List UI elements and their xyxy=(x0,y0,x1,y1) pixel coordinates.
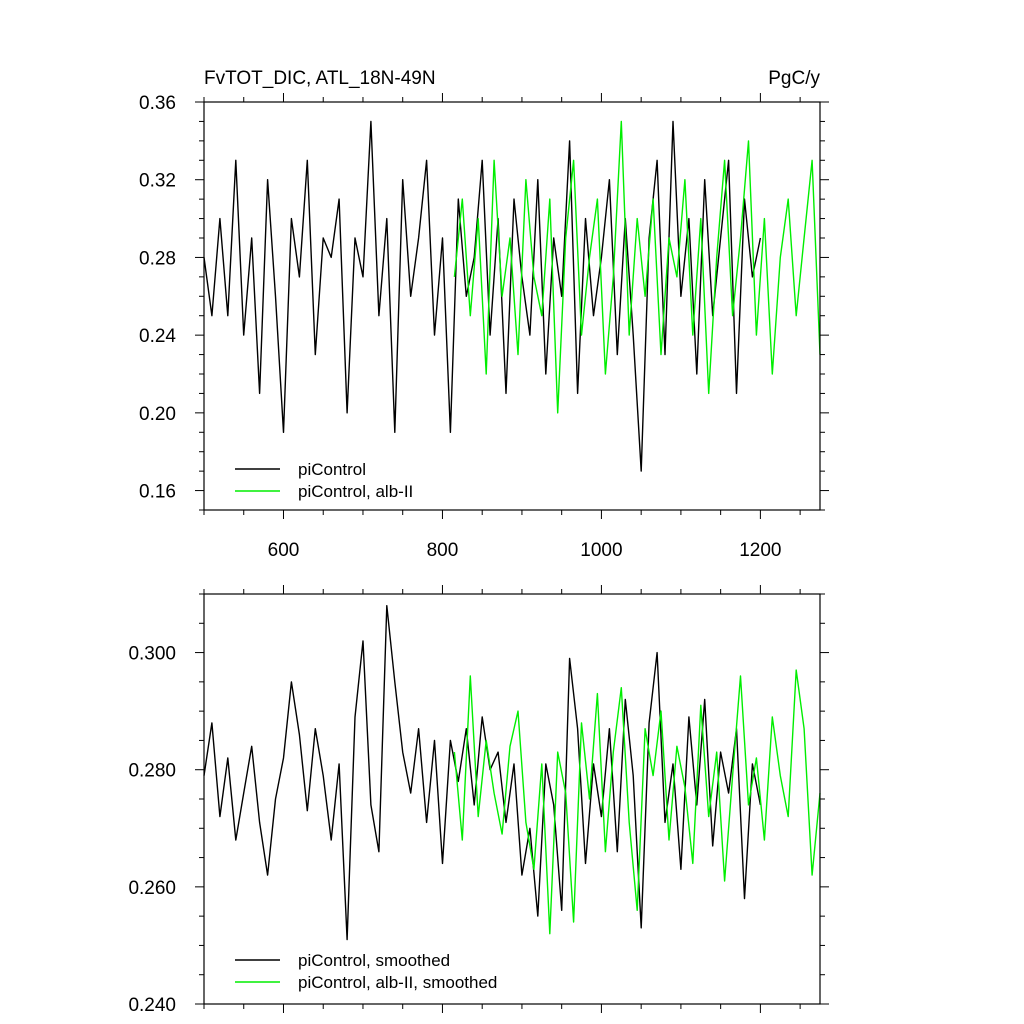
top-series-layer xyxy=(203,120,821,472)
legend-label-alb2-smoothed: piControl, alb-II, smoothed xyxy=(298,973,497,992)
chart-units: PgC/y xyxy=(768,68,820,89)
chart-title: FvTOT_DIC, ATL_18N-49N xyxy=(204,68,436,89)
top-panel: FvTOT_DIC, ATL_18N-49N PgC/y 600 800 1000 1… xyxy=(139,68,829,561)
top-plot-frame xyxy=(203,101,821,511)
y-tick-label: 0.28 xyxy=(139,248,176,269)
y-tick-label: 0.20 xyxy=(139,404,176,425)
legend-label-picontrol-smoothed: piControl, smoothed xyxy=(298,951,450,970)
bottom-series-layer xyxy=(203,605,821,941)
top-axes-layer: 600 800 1000 1200 0.16 0.20 0.24 0.28 0.32 0.36 xyxy=(139,93,829,561)
bottom-axes-layer: 0.240 0.260 0.280 0.300 xyxy=(128,585,829,1016)
x-tick-label: 1200 xyxy=(739,540,781,561)
series-line-picontrol xyxy=(203,120,762,472)
top-legend: piControl piControl, alb-II xyxy=(235,460,413,501)
x-tick-label: 600 xyxy=(268,540,300,561)
y-tick-label: 0.24 xyxy=(139,326,176,347)
y-tick-label: 0.260 xyxy=(128,878,176,899)
x-tick-label: 800 xyxy=(427,540,459,561)
series-line-picontrol xyxy=(203,605,762,941)
legend-label-alb2: piControl, alb-II xyxy=(298,482,413,501)
series-line-alb2 xyxy=(453,669,821,935)
legend-label-picontrol: piControl xyxy=(298,460,366,479)
bottom-panel: 0.240 0.260 0.280 0.300 piControl, smoothed… xyxy=(128,585,829,1016)
y-tick-label: 0.36 xyxy=(139,93,176,114)
x-tick-label: 1000 xyxy=(580,540,622,561)
y-tick-label: 0.240 xyxy=(128,995,176,1016)
y-tick-label: 0.32 xyxy=(139,171,176,192)
series-line-alb2 xyxy=(453,120,821,414)
y-tick-label: 0.300 xyxy=(128,644,176,665)
y-tick-label: 0.16 xyxy=(139,482,176,503)
bottom-legend: piControl, smoothed piControl, alb-II, s… xyxy=(235,951,497,992)
bottom-plot-frame xyxy=(203,593,821,1005)
y-tick-label: 0.280 xyxy=(128,761,176,782)
